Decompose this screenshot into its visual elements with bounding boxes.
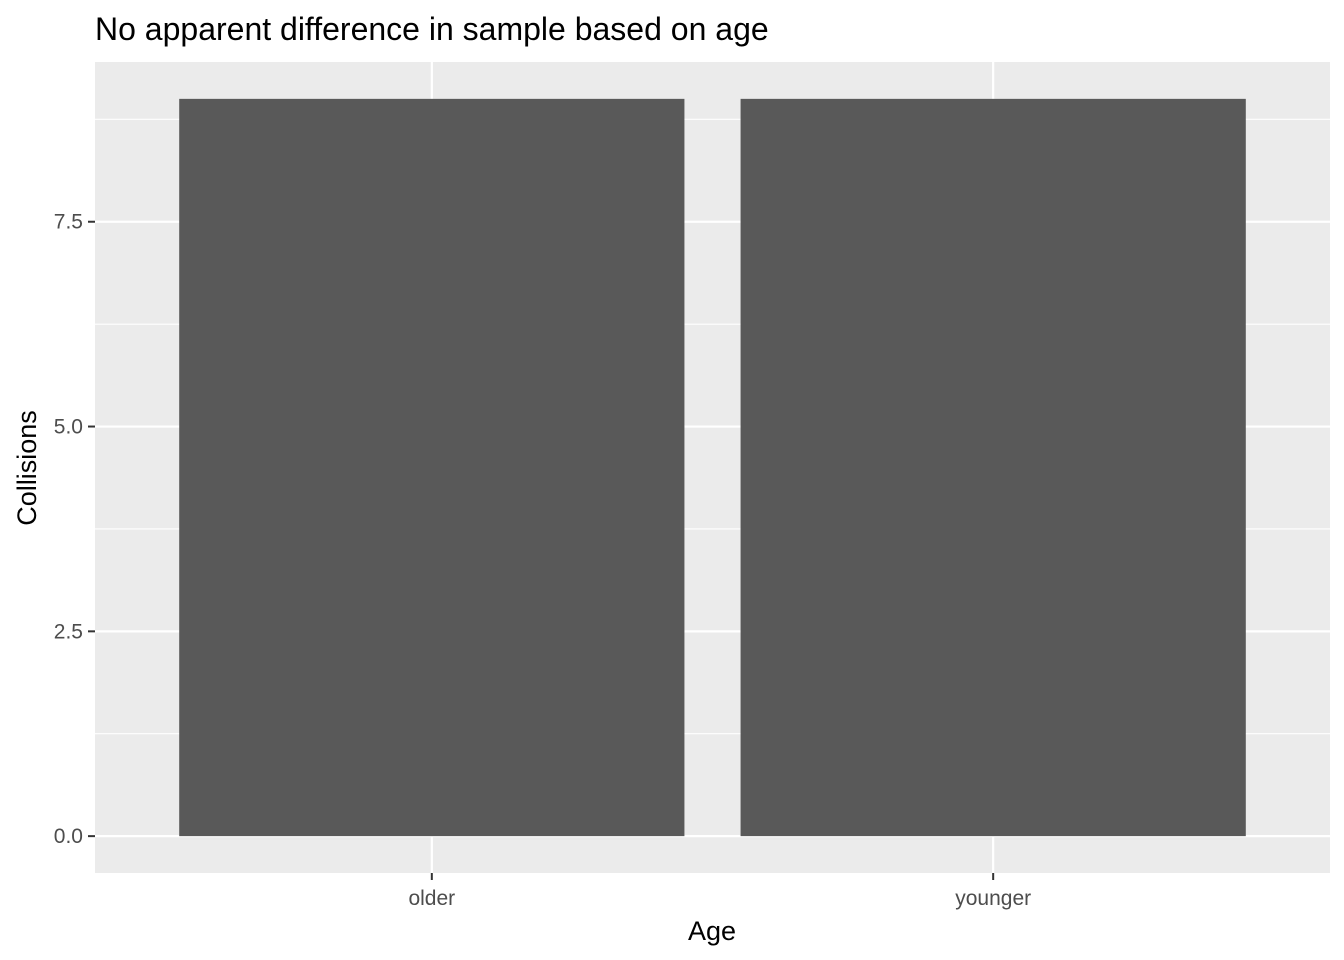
y-tick-label: 2.5 [54,620,83,643]
x-tick-label: younger [955,887,1031,910]
x-tick-label: older [408,887,455,910]
bars [179,98,1246,837]
y-axis: 0.0 2.5 5.0 7.5 [54,211,95,848]
chart-title: No apparent difference in sample based o… [95,11,769,47]
y-axis-title: Collisions [12,410,42,526]
bar-older [179,98,685,837]
bar-younger [740,98,1246,837]
y-tick-label: 0.0 [54,825,83,848]
x-axis-title: Age [688,916,736,946]
y-tick-label: 5.0 [54,416,83,439]
y-tick-label: 7.5 [54,211,83,234]
x-axis: older younger [408,873,1031,910]
